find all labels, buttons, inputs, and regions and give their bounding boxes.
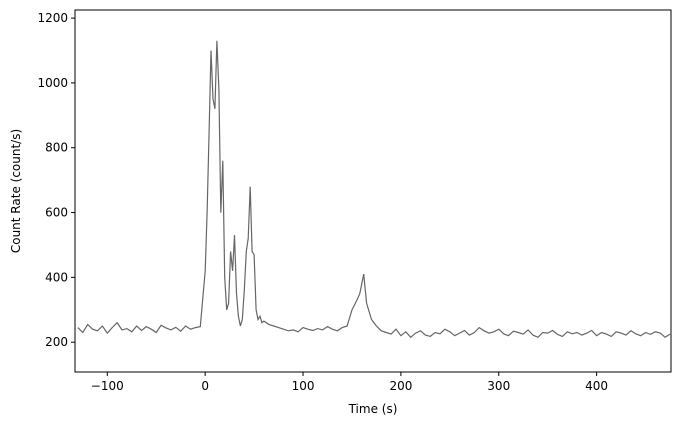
x-tick-label: 300 (487, 379, 510, 393)
y-tick-label: 1200 (37, 11, 68, 25)
x-tick-label: −100 (91, 379, 124, 393)
x-tick-label: 400 (585, 379, 608, 393)
x-tick-label: 100 (292, 379, 315, 393)
x-axis-label: Time (s) (348, 402, 398, 416)
data-line (77, 40, 671, 339)
x-tick-label: 200 (389, 379, 412, 393)
y-tick-label: 1000 (37, 76, 68, 90)
x-tick-label: 0 (201, 379, 209, 393)
plot-frame (74, 9, 672, 373)
y-tick-label: 800 (45, 141, 68, 155)
y-tick-label: 600 (45, 206, 68, 220)
y-tick-label: 400 (45, 270, 68, 284)
y-tick-label: 200 (45, 335, 68, 349)
y-axis-label: Count Rate (count/s) (9, 129, 23, 253)
